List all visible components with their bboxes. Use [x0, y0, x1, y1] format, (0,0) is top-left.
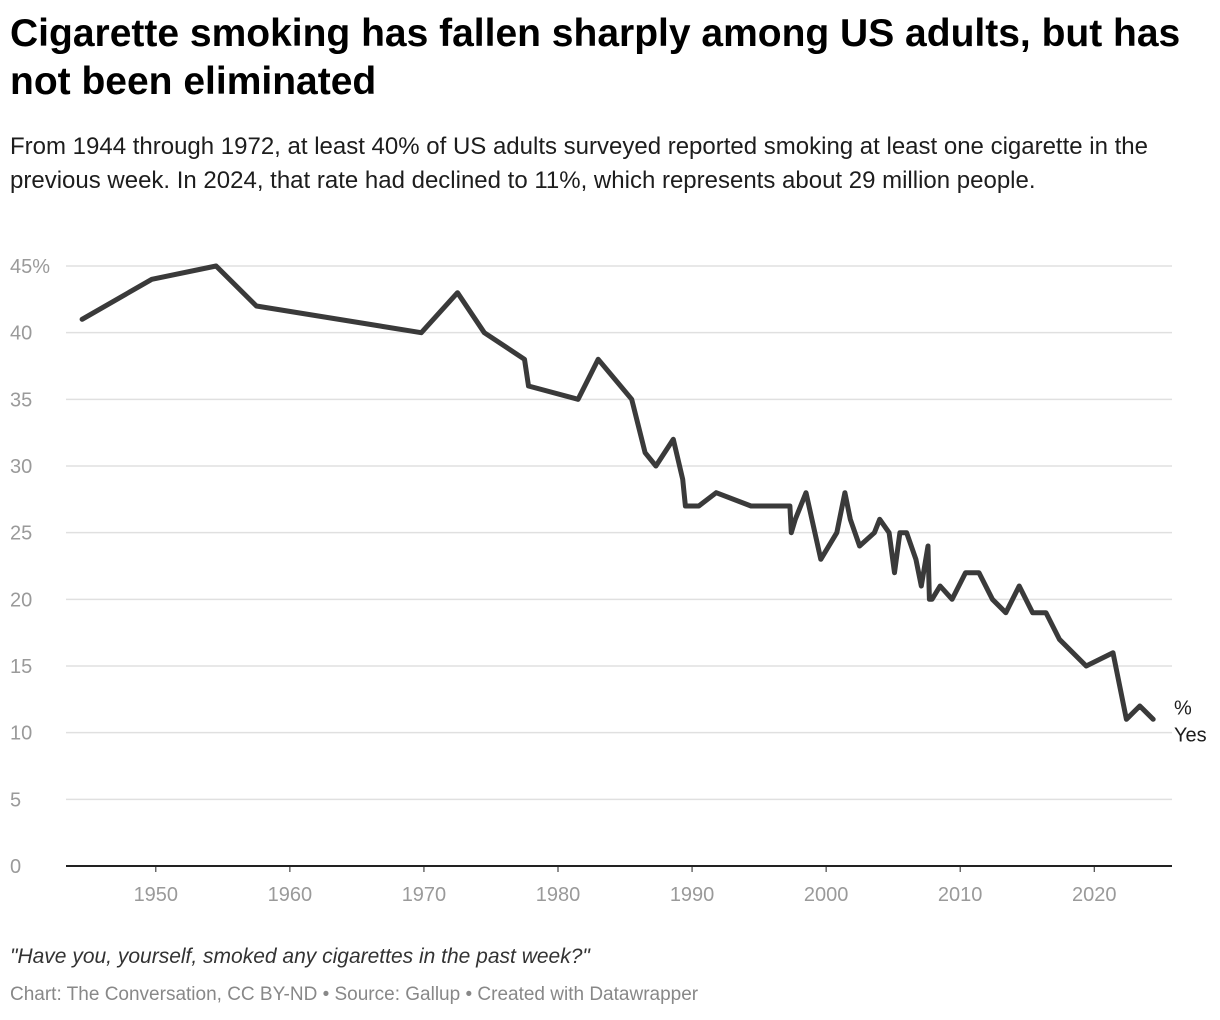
- data-point: [80, 317, 85, 322]
- data-point: [1084, 664, 1089, 669]
- data-point: [793, 517, 798, 522]
- x-tick-label: 1960: [268, 884, 313, 906]
- data-point: [1003, 610, 1008, 615]
- data-point: [913, 557, 918, 562]
- data-point: [1043, 610, 1048, 615]
- y-tick-label: 40: [10, 323, 32, 345]
- y-tick-label: 10: [10, 723, 32, 745]
- data-point: [842, 490, 847, 495]
- data-point: [683, 504, 688, 509]
- series-label-yes: Yes: [1174, 724, 1207, 746]
- data-point: [714, 490, 719, 495]
- data-point: [596, 357, 601, 362]
- data-point: [857, 544, 862, 549]
- data-point: [872, 530, 877, 535]
- data-point: [254, 304, 259, 309]
- y-tick-label: 0: [10, 856, 21, 878]
- gridlines: [66, 265, 1172, 801]
- data-point: [950, 597, 955, 602]
- x-tick-label: 1950: [134, 884, 179, 906]
- data-point: [919, 584, 924, 589]
- x-axis-ticks: 1950 1960 1970 1980 1990 2000 2010 2020: [134, 866, 1117, 906]
- data-point: [1030, 610, 1035, 615]
- data-point: [926, 544, 931, 549]
- series-line-percent-yes: [79, 263, 1156, 722]
- x-tick-label: 2010: [938, 884, 983, 906]
- survey-question-note: "Have you, yourself, smoked any cigarett…: [10, 945, 590, 968]
- data-point: [1124, 717, 1129, 722]
- data-point: [877, 517, 882, 522]
- y-tick-label: 45%: [10, 256, 50, 278]
- data-point: [897, 530, 902, 535]
- series-group: [79, 263, 1156, 722]
- data-point: [1017, 584, 1022, 589]
- series-label-percent: %: [1174, 697, 1192, 719]
- data-point: [482, 330, 487, 335]
- data-point: [643, 450, 648, 455]
- x-tick-label: 2020: [1072, 884, 1117, 906]
- y-tick-label: 35: [10, 389, 32, 411]
- data-point: [653, 464, 658, 469]
- x-tick-label: 1990: [670, 884, 715, 906]
- data-point: [671, 437, 676, 442]
- data-point: [629, 397, 634, 402]
- source-credit: Chart: The Conversation, CC BY-ND • Sour…: [10, 984, 699, 1005]
- chart-subtitle: From 1944 through 1972, at least 40% of …: [10, 133, 1148, 194]
- data-point: [787, 504, 792, 509]
- data-point: [892, 570, 897, 575]
- data-point: [576, 397, 581, 402]
- data-point: [789, 530, 794, 535]
- data-point: [522, 357, 527, 362]
- data-point: [818, 557, 823, 562]
- data-point: [1137, 704, 1142, 709]
- data-point: [696, 504, 701, 509]
- data-point: [526, 384, 531, 389]
- data-point: [887, 530, 892, 535]
- data-point: [1151, 717, 1156, 722]
- data-point: [930, 597, 935, 602]
- data-point: [848, 517, 853, 522]
- data-point: [804, 490, 809, 495]
- y-axis-ticks: 0 5 10 15 20 25 30 35 40 45%: [10, 256, 50, 878]
- chart-title: Cigarette smoking has fallen sharply amo…: [10, 12, 1181, 103]
- data-point: [749, 504, 754, 509]
- y-tick-label: 25: [10, 523, 32, 545]
- data-point: [938, 584, 943, 589]
- data-point: [1057, 637, 1062, 642]
- data-point: [976, 570, 981, 575]
- x-tick-label: 2000: [804, 884, 849, 906]
- data-point: [990, 597, 995, 602]
- x-tick-label: 1980: [536, 884, 581, 906]
- data-point: [680, 477, 685, 482]
- y-tick-label: 20: [10, 589, 32, 611]
- y-tick-label: 5: [10, 789, 21, 811]
- data-point: [214, 264, 219, 269]
- y-tick-label: 30: [10, 456, 32, 478]
- y-tick-label: 15: [10, 656, 32, 678]
- line-chart: 0 5 10 15 20 25 30 35 40 45% 1950 1960 1970 1980 1990…: [10, 256, 1207, 906]
- data-point: [963, 570, 968, 575]
- data-point: [149, 277, 154, 282]
- x-tick-label: 1970: [402, 884, 447, 906]
- data-point: [904, 530, 909, 535]
- data-point: [834, 530, 839, 535]
- data-point: [419, 330, 424, 335]
- data-point: [1111, 650, 1116, 655]
- data-point: [455, 290, 460, 295]
